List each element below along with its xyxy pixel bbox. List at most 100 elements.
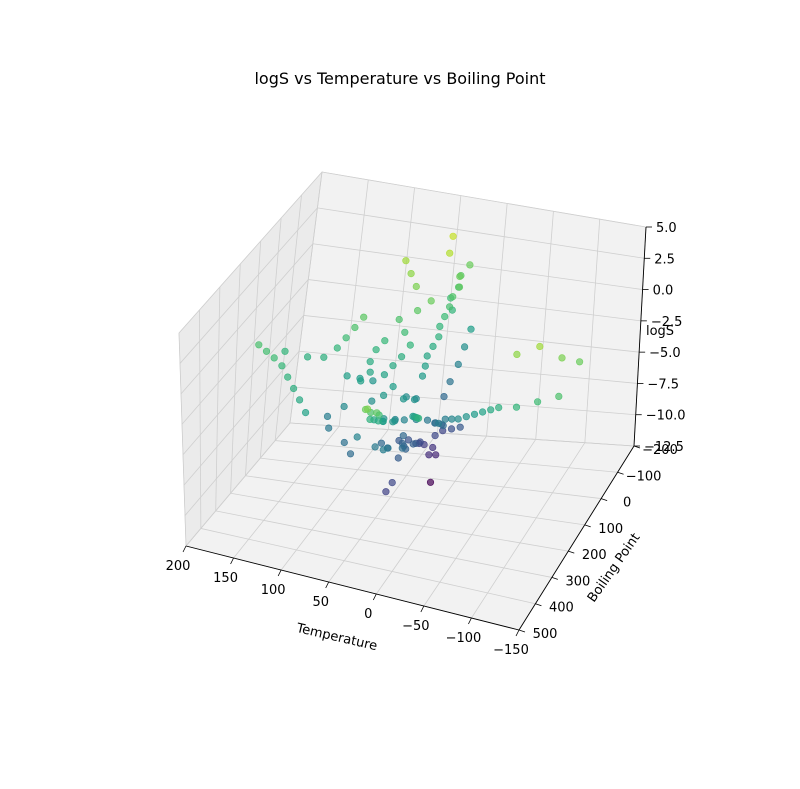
grid-line-y-left bbox=[245, 240, 262, 476]
y-tick bbox=[584, 524, 591, 528]
grid-line-z-back bbox=[299, 350, 638, 384]
x-tick bbox=[230, 557, 234, 565]
data-point bbox=[409, 440, 417, 448]
data-point bbox=[432, 451, 440, 459]
y-tick-label: 200 bbox=[582, 548, 607, 563]
grid-line-y-left bbox=[259, 217, 282, 459]
grid-line-y-floor bbox=[215, 510, 552, 578]
grid-line-y-left bbox=[215, 286, 221, 511]
grid-line-y-left bbox=[178, 332, 187, 547]
data-point bbox=[366, 368, 374, 376]
data-point bbox=[262, 347, 271, 355]
grid-line-y-floor bbox=[200, 528, 536, 605]
x-tick bbox=[182, 545, 187, 553]
grid-line-z-left bbox=[183, 351, 300, 486]
data-point bbox=[456, 272, 464, 281]
data-point bbox=[364, 405, 372, 413]
x-tick-label: 150 bbox=[213, 571, 238, 586]
data-point bbox=[536, 342, 544, 351]
data-point bbox=[377, 439, 386, 447]
y-tick-label: −200 bbox=[642, 443, 678, 458]
x-axis-line bbox=[185, 545, 520, 631]
grid-line-z-left bbox=[181, 279, 309, 425]
grid-line-y-floor bbox=[260, 457, 602, 499]
grid-line-z-left bbox=[182, 315, 305, 455]
z-tick-label: −5.0 bbox=[649, 346, 681, 361]
data-point bbox=[304, 353, 312, 361]
data-point bbox=[351, 323, 359, 332]
data-point bbox=[441, 415, 449, 423]
x-tick-label: 200 bbox=[166, 559, 191, 574]
z-tick-label: 5.0 bbox=[656, 221, 677, 236]
data-point bbox=[431, 432, 439, 440]
y-tick bbox=[518, 629, 526, 633]
z-axis-label: logS bbox=[646, 324, 674, 339]
data-point bbox=[333, 344, 341, 352]
data-point bbox=[421, 362, 429, 370]
data-point bbox=[357, 377, 365, 385]
data-point bbox=[414, 307, 422, 315]
z-tick-label: −10.0 bbox=[646, 409, 686, 424]
data-point bbox=[353, 433, 361, 441]
data-point bbox=[389, 383, 397, 391]
grid-line-x-back bbox=[338, 179, 369, 427]
y-tick bbox=[568, 550, 575, 554]
data-point bbox=[400, 416, 408, 424]
grid-line-z-back bbox=[312, 243, 643, 290]
data-point bbox=[398, 353, 406, 361]
data-point bbox=[454, 415, 462, 423]
data-point bbox=[449, 232, 457, 240]
data-point bbox=[366, 415, 374, 424]
data-point bbox=[456, 423, 464, 431]
data-point bbox=[394, 454, 402, 462]
data-point bbox=[360, 313, 368, 321]
grid-line-z-back bbox=[303, 315, 640, 353]
data-point bbox=[380, 371, 389, 379]
data-point bbox=[448, 415, 456, 423]
data-point bbox=[427, 297, 435, 305]
data-point bbox=[380, 391, 388, 400]
data-point bbox=[425, 451, 433, 459]
z-tick-label: −2.5 bbox=[651, 315, 683, 330]
data-point bbox=[440, 393, 448, 401]
data-point bbox=[410, 396, 419, 404]
data-point bbox=[402, 257, 410, 265]
data-point bbox=[368, 397, 376, 405]
y-tick-label: −100 bbox=[626, 469, 662, 484]
grid-line-y-floor bbox=[275, 440, 618, 473]
data-point bbox=[487, 406, 495, 414]
data-point bbox=[395, 315, 403, 324]
grid-line-y-left bbox=[230, 263, 241, 494]
grid-line-x-floor bbox=[375, 435, 487, 595]
data-point bbox=[366, 358, 374, 366]
data-point bbox=[401, 328, 409, 336]
data-point bbox=[340, 402, 348, 411]
grid-line-y-left bbox=[274, 194, 302, 441]
data-point bbox=[447, 425, 456, 433]
data-point bbox=[343, 372, 351, 380]
data-point bbox=[302, 409, 310, 417]
x-tick-label: 50 bbox=[312, 595, 329, 610]
z-axis-line bbox=[633, 226, 647, 447]
data-point bbox=[418, 372, 427, 380]
x-tick bbox=[277, 569, 282, 577]
grid-line-x-back bbox=[486, 203, 508, 437]
chart-title: logS vs Temperature vs Boiling Point bbox=[254, 69, 546, 88]
grid-line-z-left bbox=[180, 243, 314, 395]
z-tick-label: −7.5 bbox=[647, 377, 679, 392]
data-point bbox=[467, 325, 475, 333]
data-point bbox=[555, 392, 563, 401]
data-point bbox=[533, 398, 542, 406]
data-point bbox=[389, 362, 397, 370]
y-tick bbox=[617, 471, 624, 475]
y-tick-label: 500 bbox=[533, 627, 558, 642]
data-point bbox=[372, 346, 380, 354]
data-point bbox=[398, 444, 406, 452]
data-point bbox=[369, 377, 377, 385]
grid-line-x-back bbox=[437, 195, 462, 433]
x-tick-label: −100 bbox=[446, 631, 482, 646]
data-point bbox=[454, 360, 462, 369]
data-point bbox=[381, 337, 389, 345]
y-tick bbox=[535, 603, 542, 607]
grid-line-z-left bbox=[185, 422, 291, 547]
